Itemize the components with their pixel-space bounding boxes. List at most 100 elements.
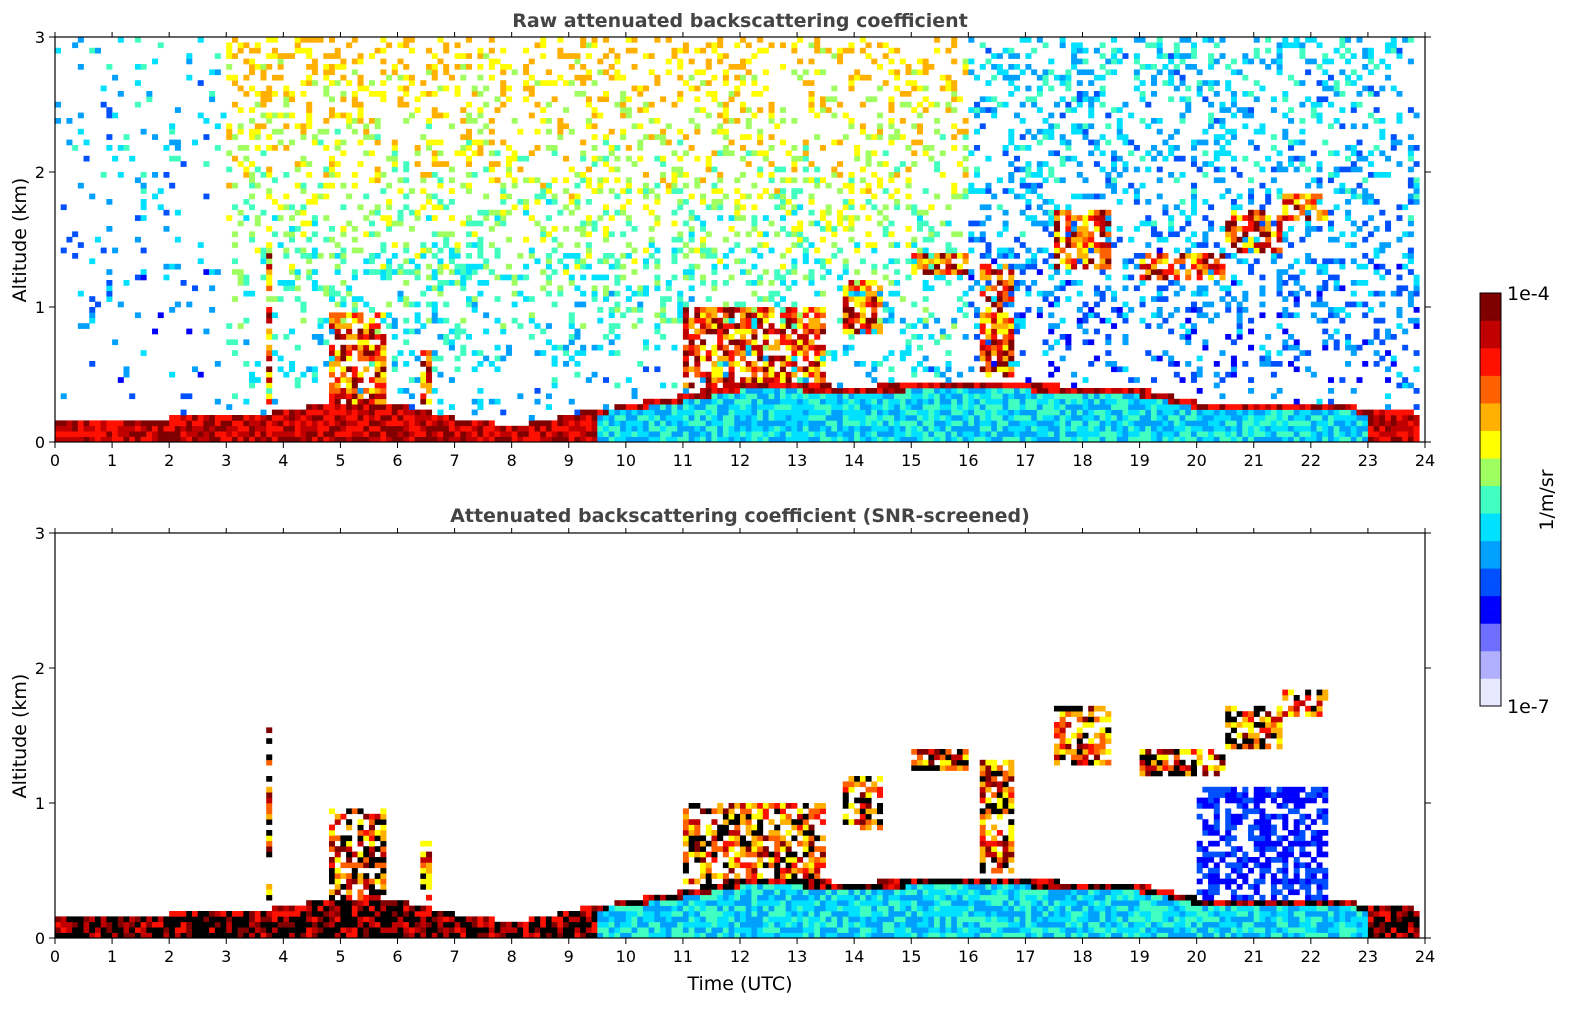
heatmap-cell [1111,436,1118,443]
heatmap-cell [996,101,1003,108]
heatmap-cell [329,388,336,394]
heatmap-cell [968,425,975,432]
heatmap-cell [1036,193,1043,200]
heatmap-cell [1076,258,1083,265]
heatmap-cell [996,425,1003,432]
heatmap-cell [819,377,826,383]
heatmap-cell [380,393,387,400]
heatmap-cell [277,74,284,81]
heatmap-cell [1071,258,1078,265]
heatmap-cell [226,53,233,59]
heatmap-cell [494,96,501,103]
heatmap-cell [494,161,501,167]
heatmap-cell [1042,393,1049,400]
heatmap-cell [922,420,929,427]
heatmap-cell [802,393,809,400]
heatmap-cell [368,150,375,157]
heatmap-cell [728,139,735,146]
heatmap-cell [1071,42,1078,49]
heatmap-cell [551,377,558,383]
heatmap-cell [420,398,427,405]
heatmap-cell [711,312,718,319]
heatmap-cell [117,420,124,427]
heatmap-cell [751,74,758,81]
heatmap-cell [745,328,752,335]
heatmap-cell [945,409,952,416]
heatmap-cell [951,80,958,86]
heatmap-cell [1093,139,1100,146]
heatmap-cell [877,436,884,443]
heatmap-cell [231,431,238,437]
heatmap-cell [962,420,969,427]
heatmap-cell [625,96,632,103]
heatmap-cell [1048,209,1055,216]
heatmap-cell [243,145,250,151]
heatmap-cell [397,415,404,421]
heatmap-cell [300,436,307,443]
heatmap-cell [934,258,941,265]
heatmap-cell [802,334,809,340]
heatmap-cell [580,64,587,70]
heatmap-cell [745,134,752,140]
heatmap-cell [380,274,387,281]
heatmap-cell [620,404,627,410]
heatmap-cell [974,425,981,432]
heatmap-cell [123,431,130,437]
heatmap-cell [500,328,507,335]
heatmap-cell [1116,431,1123,437]
heatmap-cell [1048,361,1055,367]
heatmap-cell [483,328,490,335]
heatmap-cell [1111,69,1118,76]
heatmap-cell [237,123,244,130]
heatmap-cell [226,134,233,140]
heatmap-cell [1145,388,1152,394]
heatmap-cell [928,420,935,427]
heatmap-cell [437,161,444,167]
heatmap-cell [1014,112,1021,119]
heatmap-cell [1082,398,1089,405]
heatmap-cell [368,328,375,335]
heatmap-cell [129,436,136,443]
heatmap-cell [454,323,461,329]
heatmap-cell [922,355,929,362]
heatmap-cell [648,242,655,248]
heatmap-cell [426,47,433,54]
heatmap-cell [408,425,415,432]
heatmap-cell [603,155,610,162]
heatmap-cell [1065,339,1072,346]
heatmap-cell [157,420,164,427]
heatmap-cell [494,296,501,302]
heatmap-cell [979,263,986,270]
heatmap-cell [979,366,986,373]
heatmap-cell [431,253,438,259]
heatmap-cell [700,226,707,232]
heatmap-cell [1088,215,1095,221]
heatmap-cell [819,236,826,243]
heatmap-cell [517,436,524,443]
heatmap-cell [819,307,826,313]
heatmap-cell [751,112,758,119]
heatmap-cell [688,269,695,275]
heatmap-cell [654,37,661,43]
heatmap-cell [237,420,244,427]
heatmap-cell [825,96,832,103]
heatmap-cell [1071,431,1078,437]
heatmap-cell [928,415,935,421]
heatmap-cell [374,204,381,211]
heatmap-cell [1014,317,1021,324]
heatmap-cell [819,215,826,221]
heatmap-cell [243,199,250,205]
heatmap-cell [1122,101,1129,108]
heatmap-cell [625,155,632,162]
heatmap-cell [363,323,370,329]
heatmap-cell [1093,312,1100,319]
heatmap-cell [414,209,421,216]
heatmap-cell [1082,134,1089,140]
heatmap-cell [329,398,336,405]
heatmap-cell [329,80,336,86]
heatmap-cell [882,53,889,59]
heatmap-cell [762,382,769,389]
heatmap-cell [397,188,404,194]
heatmap-cell [688,344,695,351]
heatmap-cell [437,37,444,43]
